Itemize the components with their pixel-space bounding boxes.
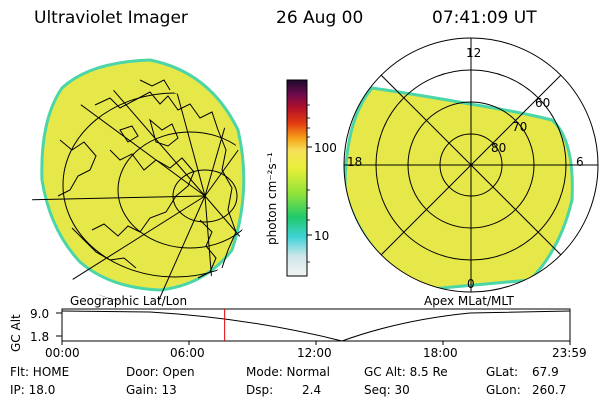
status-ip: IP: 18.0 [10,383,56,397]
meridian [204,119,248,197]
colorbar-gradient [286,79,308,277]
lat-circle-70 [117,131,248,249]
meridian [69,87,206,197]
mlt-label-0: 0 [467,277,475,291]
time-label: 07:41:09 UT [432,8,537,28]
altitude-tick-label: 9.0 [30,307,50,321]
geo-image-region [40,58,246,292]
colorbar-label-100: 100 [314,141,337,155]
colorbar [286,79,312,277]
date-label: 26 Aug 00 [276,8,364,28]
mlt-label-6: 6 [576,155,584,169]
time-tick-label: 18:00 [423,346,458,360]
status-glat-label: GLat: [486,365,519,379]
status-flight: Flt: HOME [10,365,70,379]
colorbar-label-10: 10 [314,229,330,243]
status-dsp-value: 2.4 [302,383,322,397]
meridian [204,195,248,261]
status-gc-alt: GC Alt: 8.5 Re [364,365,448,379]
mlt-diagonal [380,74,562,256]
altitude-curve [61,310,571,342]
mlat-label-80: 80 [491,141,507,155]
altitude-plot [56,308,571,345]
meridian [159,87,206,197]
instrument-title: Ultraviolet Imager [34,8,188,28]
time-tick-label: 06:00 [170,346,205,360]
meridian [32,87,206,197]
colorbar-unit-label: photon cm⁻²s⁻¹ [265,152,279,245]
status-glat-value: 67.9 [532,365,559,379]
mlat-label-70: 70 [512,120,528,134]
polar-plot [343,37,599,293]
status-mode: Mode: Normal [246,365,330,379]
apex-label: Apex MLat/MLT [424,294,514,308]
time-tick-label: 23:59 [552,346,587,360]
status-door: Door: Open [126,365,195,379]
altitude-axis-label: GC Alt [9,314,23,352]
status-seq: Seq: 30 [364,383,410,397]
meridian [149,195,206,303]
time-tick-label: 12:00 [297,346,332,360]
altitude-plot-frame [61,308,571,342]
lat-circle-60 [62,92,248,278]
mlat-label-60: 60 [535,96,551,110]
time-tick-label: 00:00 [45,346,80,360]
status-glon-value: 260.7 [532,383,567,397]
mlt-label-18: 18 [347,155,363,169]
altitude-tick-label: 1.8 [30,330,50,344]
mlt-label-12: 12 [466,46,482,60]
status-gain: Gain: 13 [126,383,177,397]
status-dsp-label: Dsp: [246,383,274,397]
geographic-label: Geographic Lat/Lon [70,294,188,308]
geographic-map [32,58,248,303]
coastlines [57,79,237,279]
meridian [32,195,206,201]
lat-circle-80 [172,169,238,223]
status-glon-label: GLon: [486,383,521,397]
